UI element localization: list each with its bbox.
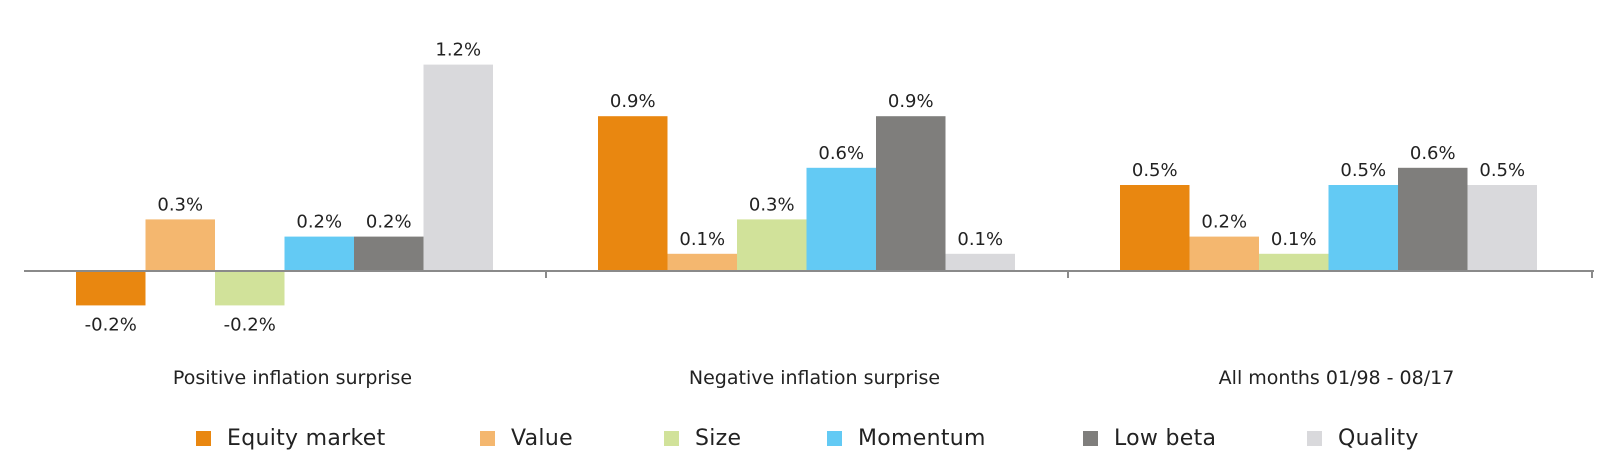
legend-item-low-beta: Low beta: [1083, 420, 1216, 456]
bar-value-1: [667, 253, 737, 271]
legend-item-size: Size: [664, 420, 741, 456]
bar-quality-2: [1467, 185, 1537, 271]
x-axis: [24, 270, 1594, 278]
legend-swatch: [827, 430, 842, 446]
data-label: 0.1%: [957, 229, 1003, 250]
data-labels-layer: -0.2% 0.9% 0.5% 0.3% 0.1% 0.2% -0.2% 0.3% 0.1% 0.…: [85, 40, 1525, 336]
legend-item-quality: Quality: [1307, 420, 1419, 456]
bar-size-1: [737, 219, 807, 271]
category-label: Negative inflation surprise: [689, 367, 940, 389]
data-label: 0.6%: [1410, 143, 1456, 164]
legend-label: Value: [511, 425, 573, 451]
bar-momentum-1: [806, 167, 876, 271]
legend-swatch: [196, 430, 211, 446]
data-label: 0.2%: [1201, 212, 1247, 233]
data-label: 0.2%: [366, 212, 412, 233]
legend-swatch: [1083, 430, 1098, 446]
bar-quality-1: [945, 253, 1015, 271]
bar-low-beta-2: [1398, 167, 1468, 271]
data-label: 0.3%: [157, 194, 203, 215]
bar-value-0: [145, 219, 215, 271]
data-label: -0.2%: [224, 314, 276, 335]
bar-size-0: [215, 271, 285, 306]
legend-swatch: [1307, 430, 1322, 446]
bar-value-2: [1189, 236, 1259, 271]
legend-label: Momentum: [858, 425, 986, 451]
data-label: 0.1%: [1271, 229, 1317, 250]
data-label: 0.2%: [296, 212, 342, 233]
bars-layer: [76, 64, 1537, 306]
legend-label: Low beta: [1114, 425, 1217, 451]
legend-label: Size: [695, 425, 742, 451]
data-label: 0.5%: [1340, 160, 1386, 181]
legend-swatch: [664, 430, 679, 446]
category-label: All months 01/98 - 08/17: [1219, 367, 1455, 389]
bar-momentum-0: [284, 236, 354, 271]
data-label: 0.5%: [1132, 160, 1178, 181]
data-label: 0.1%: [679, 229, 725, 250]
data-label: -0.2%: [85, 314, 137, 335]
legend: Equity market Value Size Momentum Low beta Qu…: [0, 420, 1624, 456]
legend-item-momentum: Momentum: [827, 420, 986, 456]
legend-label: Equity market: [227, 425, 386, 451]
bar-equity-market-0: [76, 271, 146, 306]
data-label: 0.5%: [1479, 160, 1525, 181]
data-label: 0.9%: [888, 91, 934, 112]
category-labels-layer: Positive inflation surprise Negative infl…: [173, 367, 1454, 389]
bar-low-beta-1: [876, 116, 946, 271]
bar-momentum-2: [1328, 185, 1398, 271]
data-label: 0.3%: [749, 194, 795, 215]
data-label: 0.6%: [818, 143, 864, 164]
bar-low-beta-0: [354, 236, 424, 271]
data-label: 1.2%: [435, 40, 481, 61]
bar-quality-0: [423, 64, 493, 271]
legend-label: Quality: [1338, 425, 1419, 451]
category-label: Positive inflation surprise: [173, 367, 412, 389]
data-label: 0.9%: [610, 91, 656, 112]
legend-item-value: Value: [480, 420, 573, 456]
bar-equity-market-1: [598, 116, 668, 271]
legend-item-equity-market: Equity market: [196, 420, 386, 456]
bar-chart: -0.2% 0.9% 0.5% 0.3% 0.1% 0.2% -0.2% 0.3% 0.1% 0.…: [24, 40, 1594, 389]
bar-equity-market-2: [1120, 185, 1190, 271]
bar-size-2: [1259, 253, 1329, 271]
legend-swatch: [480, 430, 495, 446]
